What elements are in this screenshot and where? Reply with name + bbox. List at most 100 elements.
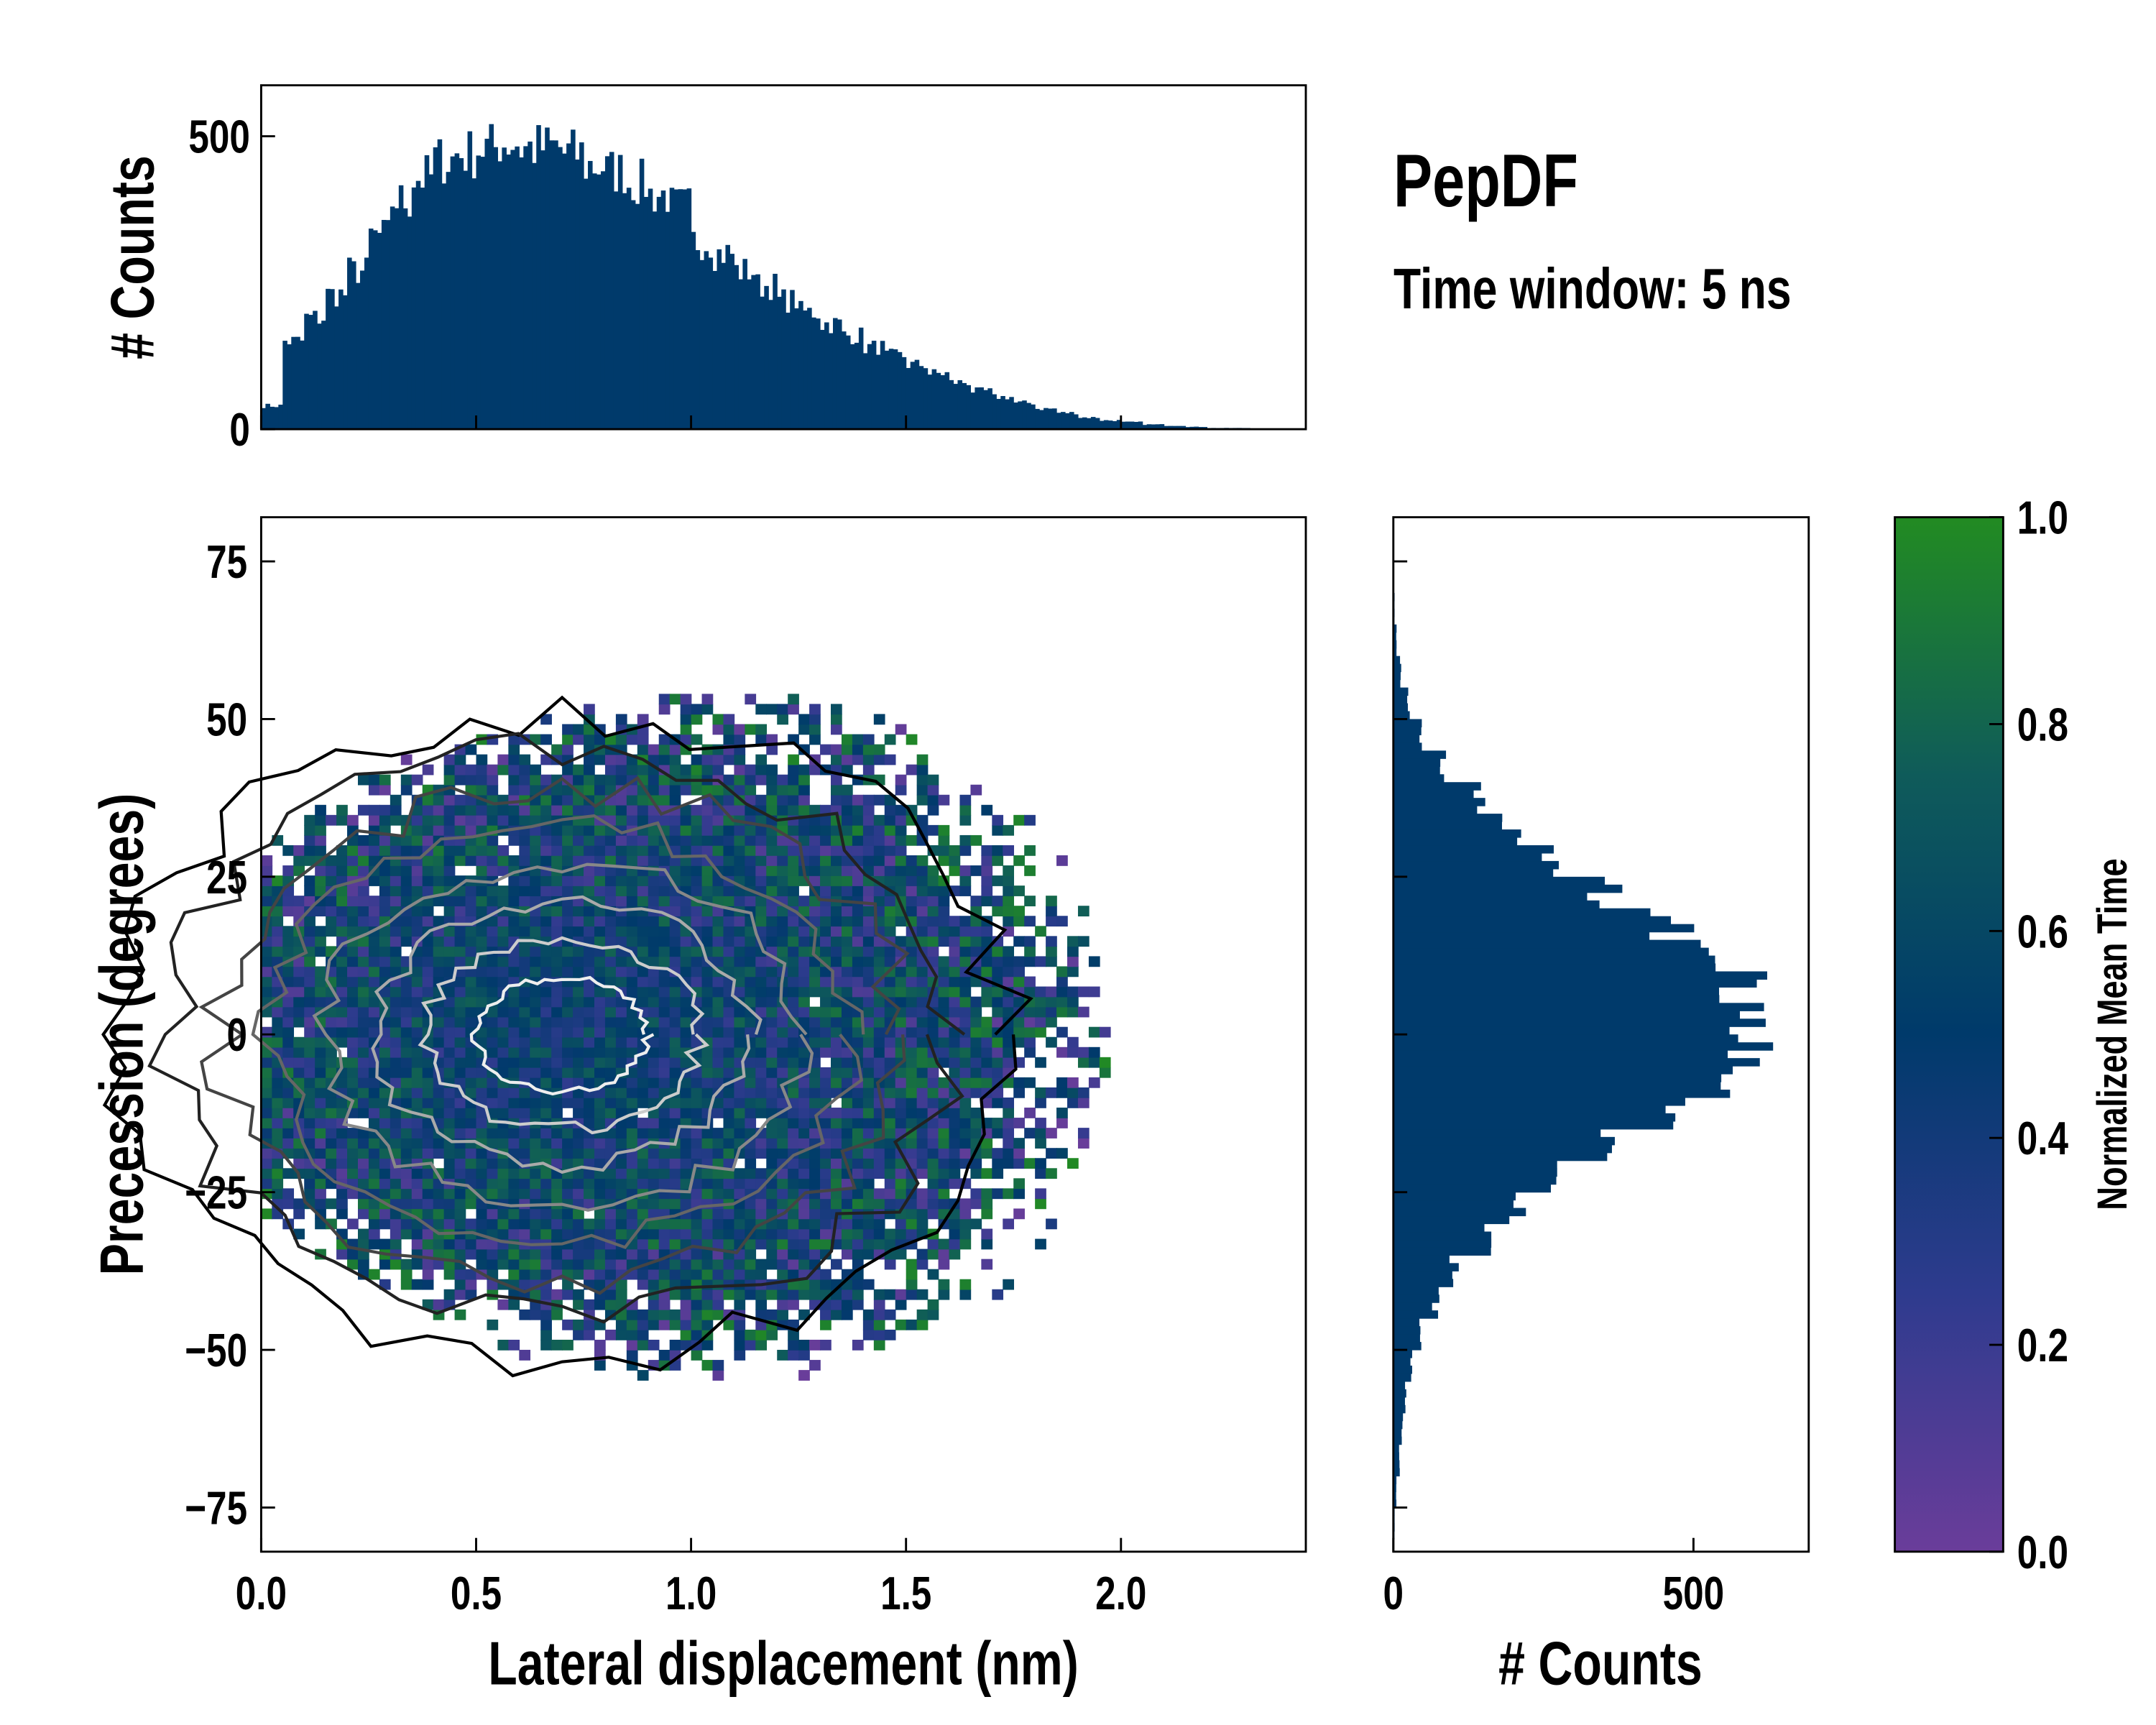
heatmap-cell: [745, 865, 757, 876]
heatmap-cell: [970, 1168, 982, 1179]
histogram-bar: [673, 189, 679, 430]
heatmap-cell: [347, 1259, 359, 1270]
heatmap-cell: [873, 865, 885, 876]
heatmap-cell: [400, 1046, 413, 1058]
heatmap-cell: [831, 936, 842, 947]
histogram-bar: [811, 317, 816, 430]
heatmap-cell: [604, 1188, 617, 1200]
heatmap-cell: [755, 956, 768, 967]
heatmap-cell: [862, 1178, 875, 1190]
heatmap-cell: [916, 1036, 929, 1048]
histogram-bar: [1393, 774, 1445, 783]
heatmap-cell: [411, 1279, 423, 1290]
heatmap-cell: [476, 1077, 488, 1088]
heatmap-cell: [379, 1067, 391, 1078]
heatmap-cell: [669, 834, 681, 846]
heatmap-cell: [691, 834, 703, 846]
heatmap-cell: [454, 1279, 466, 1290]
heatmap-cell: [788, 694, 799, 705]
heatmap-cell: [809, 986, 821, 998]
heatmap-cell: [658, 926, 671, 937]
heatmap-cell: [540, 886, 552, 896]
heatmap-cell: [820, 1128, 831, 1138]
heatmap-cell: [734, 1289, 746, 1300]
heatmap-cell: [368, 1208, 380, 1220]
heatmap-cell: [326, 1128, 337, 1138]
heatmap-cell: [530, 1138, 542, 1149]
histogram-bar: [1393, 1113, 1676, 1122]
heatmap-cell: [304, 1138, 315, 1149]
heatmap-cell: [443, 1248, 456, 1260]
heatmap-cell: [411, 906, 423, 917]
heatmap-cell: [701, 936, 714, 947]
heatmap-cell: [1003, 875, 1015, 886]
heatmap-cell: [723, 1228, 735, 1240]
heatmap-cell: [648, 855, 660, 866]
heatmap-cell: [530, 764, 542, 776]
heatmap-cell: [530, 1067, 542, 1078]
heatmap-cell: [831, 946, 842, 957]
heatmap-cell: [916, 1046, 929, 1058]
heatmap-cell: [637, 886, 649, 896]
heatmap-cell: [508, 855, 520, 866]
heatmap-cell: [777, 886, 788, 896]
heatmap-cell: [368, 1077, 380, 1088]
heatmap-cell: [465, 1057, 477, 1068]
heatmap-cell: [906, 764, 918, 776]
heatmap-cell: [755, 1006, 768, 1018]
heatmap-cell: [852, 886, 864, 896]
heatmap-cell: [465, 1218, 477, 1230]
heatmap-cell: [723, 936, 735, 947]
histogram-bar: [1146, 424, 1152, 430]
heatmap-cell: [841, 1198, 853, 1210]
heatmap-cell: [841, 1289, 853, 1300]
heatmap-cell: [443, 1238, 456, 1250]
heatmap-cell: [798, 1178, 810, 1190]
heatmap-cell: [680, 1259, 692, 1270]
heatmap-cell: [777, 1158, 788, 1169]
heatmap-cell: [519, 1350, 531, 1361]
heatmap-cell: [315, 834, 326, 846]
heatmap-cell: [873, 1218, 885, 1230]
heatmap-cell: [927, 1026, 939, 1038]
heatmap-cell: [1013, 855, 1025, 866]
heatmap-cell: [981, 1259, 993, 1270]
heatmap-cell: [798, 946, 810, 957]
heatmap-cell: [637, 1178, 649, 1190]
heatmap-cell: [584, 966, 595, 978]
heatmap-cell: [895, 1118, 907, 1128]
heatmap-cell: [519, 886, 531, 896]
heatmap-cell: [584, 946, 595, 957]
heatmap-cell: [777, 1097, 788, 1108]
heatmap-cell: [454, 986, 466, 998]
heatmap-cell: [465, 896, 477, 906]
histogram-bar: [1393, 1136, 1615, 1146]
heatmap-cell: [712, 784, 724, 796]
histogram-bar: [1393, 1318, 1420, 1327]
heatmap-cell: [454, 814, 466, 826]
heatmap-cell: [841, 916, 853, 927]
heatmap-cell: [916, 1087, 929, 1098]
heatmap-cell: [927, 1128, 939, 1138]
histogram-bar: [515, 146, 520, 430]
heatmap-cell: [615, 734, 627, 745]
heatmap-cell: [938, 886, 950, 896]
heatmap-cell: [701, 784, 714, 796]
histogram-bar: [914, 359, 920, 430]
heatmap-cell: [669, 886, 681, 896]
heatmap-cell: [701, 926, 714, 937]
heatmap-cell: [357, 1026, 369, 1038]
heatmap-cell: [691, 1319, 703, 1330]
heatmap-cell: [476, 1168, 488, 1179]
heatmap-cell: [519, 1036, 531, 1048]
heatmap-cell: [809, 906, 821, 917]
heatmap-cell: [422, 1057, 434, 1068]
heatmap-cell: [519, 1128, 531, 1138]
heatmap-cell: [852, 956, 864, 967]
heatmap-cell: [723, 1188, 735, 1200]
heatmap-cell: [938, 996, 950, 1008]
heatmap-cell: [573, 1067, 584, 1078]
heatmap-cell: [400, 1026, 413, 1038]
x-tick-label: 1.5: [880, 1568, 931, 1619]
heatmap-cell: [1003, 1158, 1015, 1169]
